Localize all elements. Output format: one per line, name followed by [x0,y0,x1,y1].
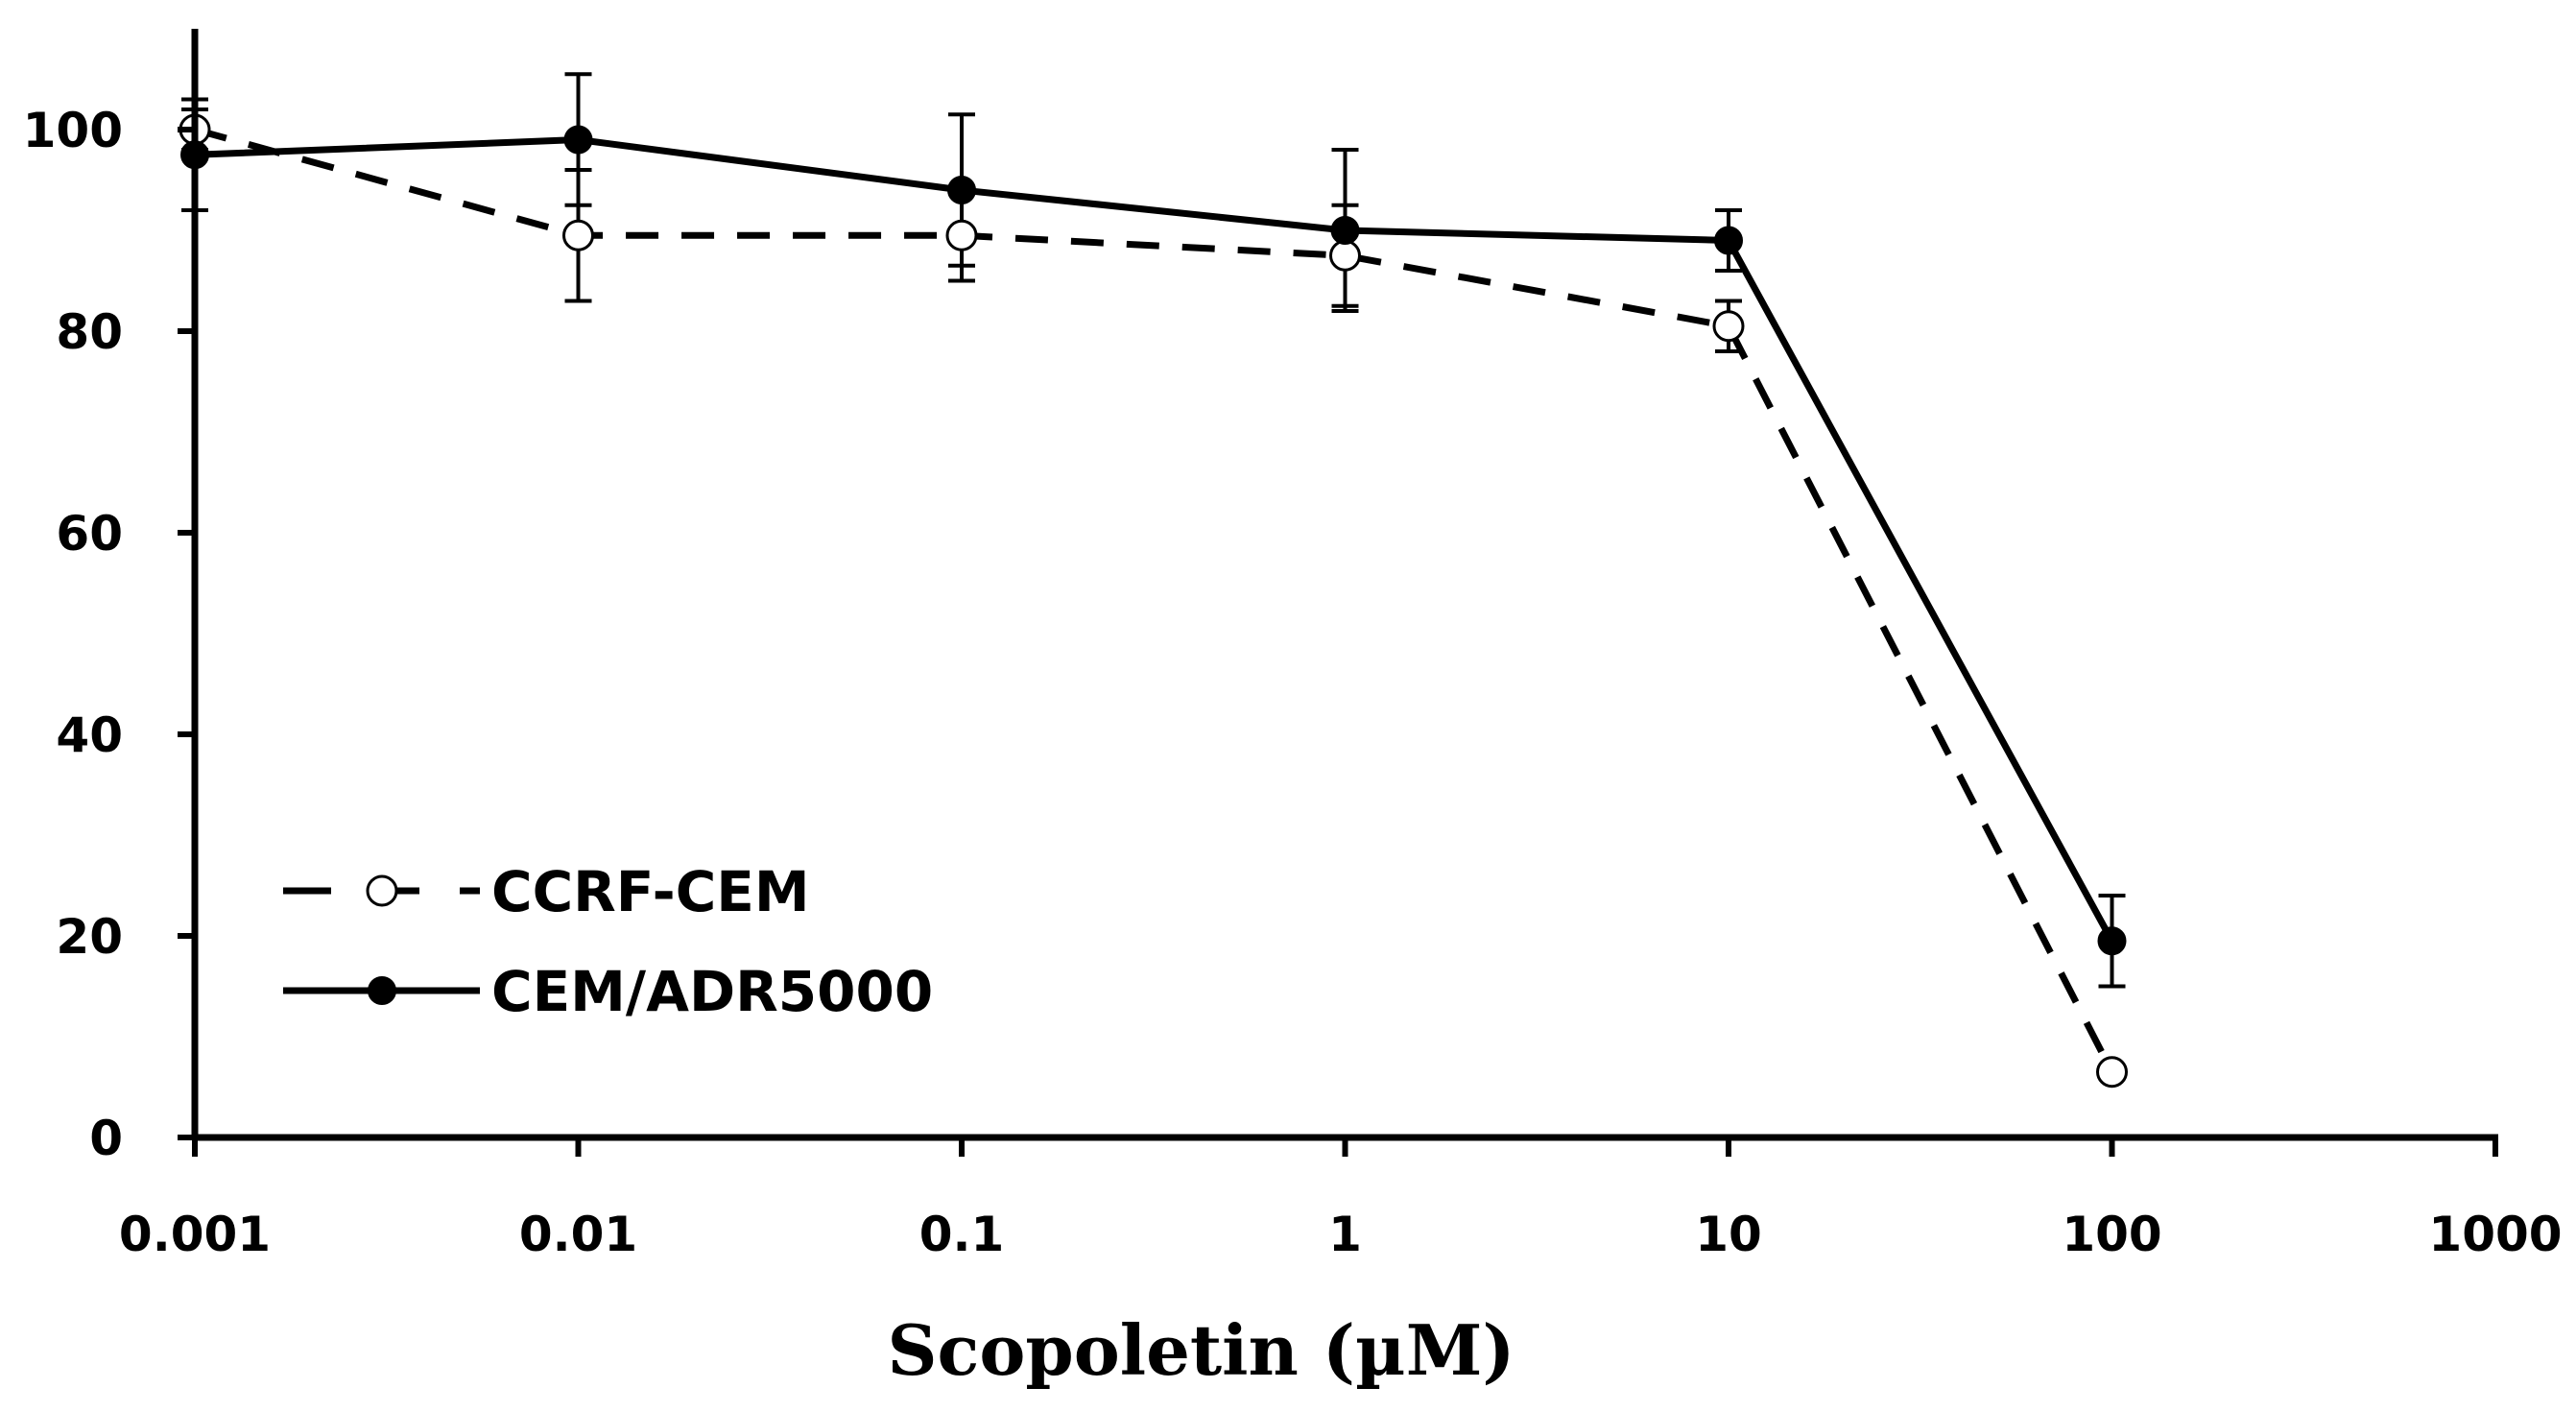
data-point [2096,1056,2128,1089]
x-tick-label: 0.01 [519,1207,637,1262]
series-lines [194,126,2115,1074]
x-tick-label: 100 [2062,1207,2161,1262]
data-point [562,219,594,251]
series-line [194,136,2115,943]
x-axis-title: Scopoletin (µM) [888,1309,1515,1391]
legend-marker [368,976,396,1005]
x-tick-label: 1000 [2428,1207,2562,1262]
data-point [563,125,593,155]
legend-marker [366,874,398,907]
y-tick-label: 0 [89,1111,123,1166]
series-line [194,126,2115,1074]
y-tick-label: 80 [56,304,123,360]
y-tick-label: 20 [56,909,123,965]
x-tick-label: 10 [1695,1207,1762,1262]
data-point [945,219,978,251]
y-tick-label: 60 [56,506,123,562]
y-tick-label: 40 [56,707,123,763]
data-point [1714,226,1743,255]
data-point [1329,239,1361,272]
y-tick-label: 100 [23,103,123,158]
axes: 0 20 40 60 80 100 0.001 0.01 0.1 1 10 100 1000 [23,29,2563,1262]
legend-label: CCRF-CEM [491,859,810,924]
x-tick-label: 0.1 [919,1207,1005,1262]
series-markers [179,113,2128,1089]
data-point [2097,926,2127,956]
data-point [1712,310,1745,343]
data-point [1330,216,1360,245]
legend-label: CEM/ADR5000 [491,959,933,1024]
x-tick-label: 0.001 [119,1207,271,1262]
data-point [947,176,976,204]
x-tick-label: 1 [1328,1207,1362,1262]
legend: CCRF-CEM CEM/ADR5000 [283,859,933,1024]
